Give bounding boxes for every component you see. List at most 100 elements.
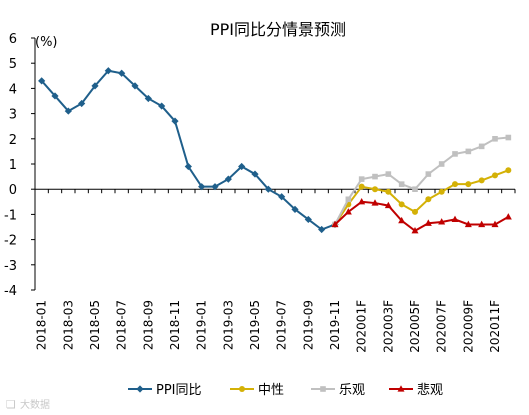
legend-item-2: 乐观 [311,383,365,398]
data-point [505,134,512,141]
axes: 6 5 4 3 2 1 0 -1 -2 -3 -4 2018-01 2018-03 2018-05 2018… [4,32,516,353]
data-point [158,102,166,110]
y-tick-label: -4 [4,284,17,299]
data-point [492,172,498,179]
data-point [438,188,445,195]
data-point [38,77,46,85]
data-point [211,183,219,191]
legend-label: 乐观 [339,383,365,398]
y-tick-label: 5 [9,57,17,72]
x-tick-label: 202001F [355,300,369,353]
x-tick-label: 2018-07 [115,300,129,350]
x-tick-label: 202003F [381,300,395,353]
x-tick-label: 2018-01 [35,300,49,350]
x-tick-label: 2018-09 [141,300,155,350]
y-tick-label: -3 [4,259,17,274]
legend-label: 悲观 [417,382,443,398]
series-line [40,69,336,231]
watermark-logo-icon: ❏ [6,398,16,411]
data-point [291,205,299,213]
data-point [345,196,352,203]
legend-label: 中性 [258,383,284,398]
data-point [438,218,446,225]
data-point [492,136,498,142]
data-point [184,162,192,171]
data-point [452,151,458,157]
series-3 [331,198,512,234]
data-point [504,213,512,220]
data-point [465,148,472,155]
legend-marker [320,386,326,392]
data-point [398,201,405,208]
legend-marker [136,385,144,393]
x-tick-label: 2019-09 [301,300,315,350]
data-point [224,175,232,183]
data-point [64,107,72,115]
watermark-text: 大数据 [20,398,50,411]
legend-item-1: 中性 [230,383,284,398]
data-point [51,92,59,100]
y-axis-unit-label: (%) [35,35,58,50]
legend-label: PPI同比 [156,383,202,398]
data-point [478,177,485,184]
data-point [372,173,378,180]
y-tick-label: -2 [4,234,17,249]
y-tick-label: -1 [4,208,17,223]
x-tick-label: 2018-05 [88,300,102,350]
data-point [385,171,392,177]
x-tick-label: 2019-07 [275,300,289,350]
data-point [304,215,312,224]
x-tick-label: 2019-11 [328,300,342,350]
y-tick-label: 3 [9,108,17,123]
data-point [144,94,152,103]
data-point [131,82,139,90]
legend-item-0: PPI同比 [128,383,202,398]
watermark: ❏ 大数据 [6,398,50,411]
data-point [411,226,419,234]
chart-title: PPI同比分情景预测 [210,20,346,39]
data-point [104,67,112,75]
data-point [398,181,405,187]
x-tick-label: 2019-03 [221,300,235,350]
data-point [358,176,365,182]
legend-marker [397,385,405,392]
x-tick-label: 202007F [435,300,449,353]
data-point [412,208,418,215]
series-0 [38,67,339,234]
data-point [251,170,259,178]
y-tick-label: 4 [9,82,17,97]
data-point [318,225,326,234]
x-tick-label: 202009F [461,300,475,353]
series-layer [38,67,512,234]
data-point [118,69,126,77]
data-point [344,208,352,215]
data-point [372,186,378,193]
data-point [491,220,499,228]
data-point [412,186,418,192]
data-point [371,199,379,206]
y-tick-label: 0 [9,183,17,198]
data-point [398,216,406,224]
data-point [452,181,458,188]
data-point [425,196,432,203]
data-point [478,143,485,150]
data-point [451,215,459,223]
x-tick-label: 2018-11 [168,300,182,350]
data-point [384,201,392,209]
x-tick-label: 202005F [408,300,422,353]
data-point [264,185,272,193]
x-tick-label: 2018-03 [61,300,75,350]
data-point [464,220,472,228]
data-point [331,220,339,228]
data-point [385,188,392,195]
data-point [91,82,99,90]
legend-item-3: 悲观 [389,382,443,398]
data-point [198,183,206,191]
data-point [478,220,486,228]
x-tick-label: 2019-01 [195,300,209,350]
y-tick-label: 1 [9,158,17,173]
data-point [238,162,246,171]
series-line [334,200,509,232]
x-tick-label: 2019-05 [248,300,262,350]
